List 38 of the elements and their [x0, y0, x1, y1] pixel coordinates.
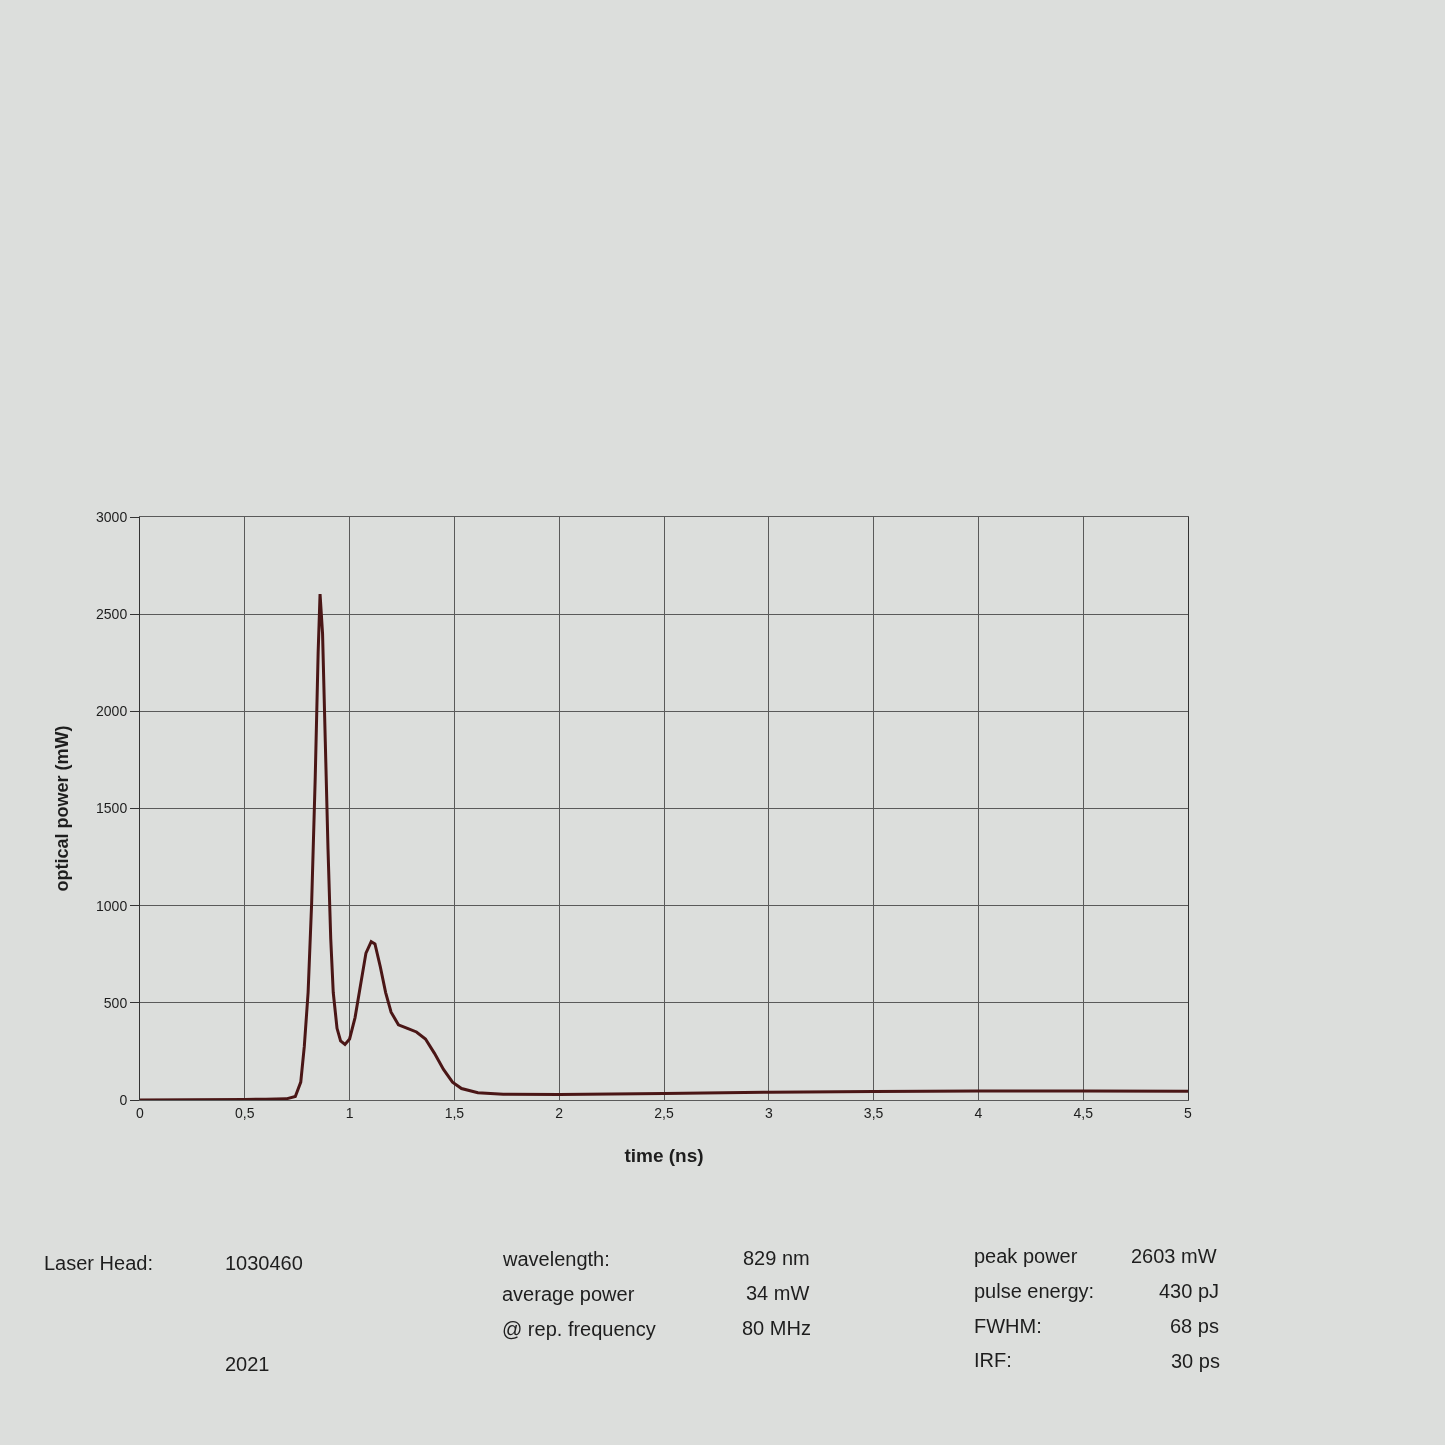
- text: IRF:: [974, 1349, 1012, 1371]
- text: peak power: [974, 1245, 1078, 1267]
- text: FWHM:: [974, 1315, 1042, 1337]
- y-axis-title: optical power (mW): [52, 725, 73, 892]
- text: 80 MHz: [742, 1317, 811, 1339]
- x-tick-label: 0: [136, 1104, 145, 1121]
- y-tick-label: 1000: [96, 897, 128, 914]
- x-tick-label: 2: [555, 1104, 564, 1121]
- text: 2021: [225, 1353, 270, 1375]
- y-tick-label: 3000: [96, 508, 128, 525]
- text: @ rep. frequency: [502, 1318, 656, 1340]
- x-tick-label: 4: [974, 1104, 983, 1121]
- x-tick-label: 2,5: [654, 1104, 674, 1121]
- text: 68 ps: [1170, 1315, 1219, 1337]
- y-tick-label: 2500: [96, 606, 128, 623]
- text: 430 pJ: [1159, 1280, 1220, 1302]
- x-tick-label: 3: [764, 1104, 773, 1121]
- y-tick-label: 500: [103, 994, 128, 1011]
- text: 829 nm: [743, 1247, 810, 1269]
- x-axis-title: time (ns): [624, 1144, 704, 1166]
- x-tick-label: 1,5: [444, 1104, 465, 1121]
- text: 1030460: [225, 1252, 303, 1274]
- text: 34 mW: [746, 1282, 810, 1304]
- y-tick-label: 1500: [96, 800, 128, 817]
- text: Laser Head:: [44, 1252, 153, 1274]
- text: 30 ps: [1171, 1350, 1220, 1372]
- text: 2603 mW: [1131, 1245, 1217, 1267]
- text: pulse energy:: [974, 1280, 1095, 1302]
- text: average power: [502, 1283, 635, 1305]
- x-tick-label: 4,5: [1073, 1104, 1094, 1121]
- x-tick-label: 3,5: [863, 1104, 884, 1121]
- x-tick-label: 0,5: [235, 1104, 255, 1121]
- y-tick-label: 2000: [96, 703, 128, 720]
- x-tick-label: 1: [345, 1104, 354, 1121]
- text: wavelength:: [502, 1248, 610, 1270]
- y-tick-label: 0: [119, 1091, 128, 1108]
- x-tick-label: 5: [1184, 1104, 1193, 1121]
- line-series: [140, 592, 1188, 1100]
